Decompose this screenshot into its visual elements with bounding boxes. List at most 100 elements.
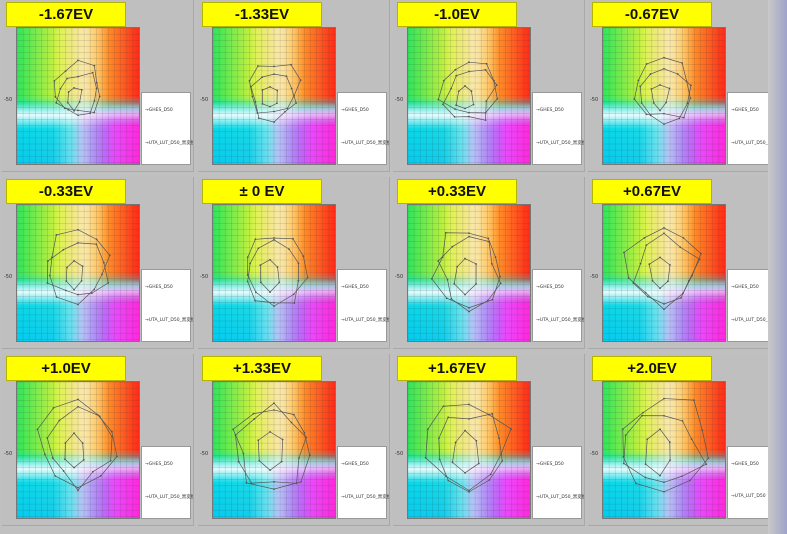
data-point (259, 281, 262, 284)
data-point (259, 264, 262, 267)
data-point (110, 430, 113, 433)
data-point (468, 306, 470, 309)
data-point (689, 479, 691, 482)
data-point (424, 456, 427, 459)
legend-entry: →UTA_LUT_D50_黒変換 (536, 141, 585, 146)
data-point (36, 428, 39, 431)
data-point (62, 248, 65, 251)
data-point (659, 287, 661, 290)
legend-entry: →UTA_LUT_D50_黒変換 (536, 495, 585, 500)
data-point (55, 234, 58, 236)
data-point (468, 418, 470, 420)
data-point (701, 429, 704, 432)
data-point (280, 460, 283, 463)
legend-entry: →UTA_LUT_D50_黒変換 (731, 141, 780, 146)
data-point (475, 263, 477, 265)
data-point (290, 63, 292, 66)
data-point (66, 266, 68, 269)
legend-entry: →GHES_D50 (341, 108, 369, 113)
data-point (496, 97, 499, 100)
data-point (468, 310, 470, 313)
data-point (644, 291, 647, 294)
data-point (254, 238, 257, 241)
data-point (456, 265, 459, 268)
chart-panel: +0.67EV -50 →GHES_D50 →UTA_LUT_D50_黒変換 (588, 177, 780, 349)
gamut-inner (455, 85, 474, 109)
data-point (288, 248, 290, 250)
data-point (281, 438, 284, 441)
chart-panel: +2.0EV -50 →GHES_D50 →UTA_LUT_D50 (588, 354, 780, 526)
data-point (646, 295, 649, 298)
data-point (295, 482, 298, 485)
data-point (58, 419, 61, 422)
ev-label: ± 0 EV (202, 179, 322, 204)
data-point (258, 459, 261, 462)
data-point (624, 434, 627, 437)
y-tick-label: -50 (4, 274, 13, 280)
data-point (77, 489, 79, 492)
gamut-inner (650, 84, 670, 112)
chart-legend: →GHES_D50 →UTA_LUT_D50_黒変換 (337, 446, 389, 519)
data-point (73, 259, 75, 262)
data-point (66, 101, 69, 104)
data-point (273, 65, 275, 68)
data-point (52, 406, 55, 409)
data-point (669, 264, 671, 266)
gamut-inner (648, 256, 671, 289)
data-point (273, 121, 275, 123)
data-point (111, 435, 113, 438)
data-point (477, 462, 480, 465)
data-point (254, 100, 257, 103)
data-point (663, 481, 665, 484)
gamut-inner (259, 259, 280, 293)
data-point (77, 109, 79, 112)
data-point (678, 117, 681, 120)
data-point (77, 398, 79, 401)
data-point (659, 256, 661, 259)
data-point (489, 473, 492, 476)
data-point (46, 437, 49, 439)
data-point (495, 84, 498, 86)
plot-svg (213, 205, 335, 341)
data-point (77, 405, 79, 408)
data-point (78, 101, 81, 103)
legend-entry: →GHES_D50 (536, 462, 564, 467)
data-point (487, 237, 490, 240)
data-point (668, 87, 671, 90)
data-point (269, 430, 271, 433)
data-point (250, 482, 253, 485)
legend-entry: →GHES_D50 (536, 285, 564, 290)
data-point (455, 104, 458, 106)
data-point (669, 459, 671, 461)
data-point (659, 84, 661, 86)
data-point (484, 68, 487, 71)
data-point (249, 262, 251, 265)
data-point (663, 123, 665, 125)
data-point (273, 409, 275, 411)
chart-panel: -1.0EV -50 →GHES_D50 →UTA_LUT_D50_黒変換 (393, 0, 585, 172)
window-edge (768, 0, 787, 534)
data-point (652, 101, 655, 104)
data-point (305, 436, 308, 439)
data-point (622, 456, 625, 458)
data-point (269, 469, 271, 472)
data-point (491, 412, 494, 415)
data-point (640, 102, 643, 104)
data-point (284, 110, 286, 113)
data-point (46, 282, 49, 284)
data-point (464, 471, 466, 474)
legend-entry: →GHES_D50 (145, 285, 173, 290)
chart-panel: -1.67EV -50 →GHES_D50 →UTA_LUT_D50_黒変換 (2, 0, 194, 172)
data-point (67, 91, 70, 93)
data-point (501, 460, 504, 462)
data-point (468, 403, 470, 406)
data-point (98, 95, 101, 98)
data-point (73, 466, 75, 469)
chart-legend: →GHES_D50 →UTA_LUT_D50_黒変換 (337, 92, 389, 165)
y-tick-label: -50 (395, 451, 404, 457)
data-point (485, 100, 488, 103)
data-point (246, 280, 249, 283)
data-point (77, 293, 79, 296)
data-point (55, 296, 58, 298)
data-point (472, 103, 475, 106)
